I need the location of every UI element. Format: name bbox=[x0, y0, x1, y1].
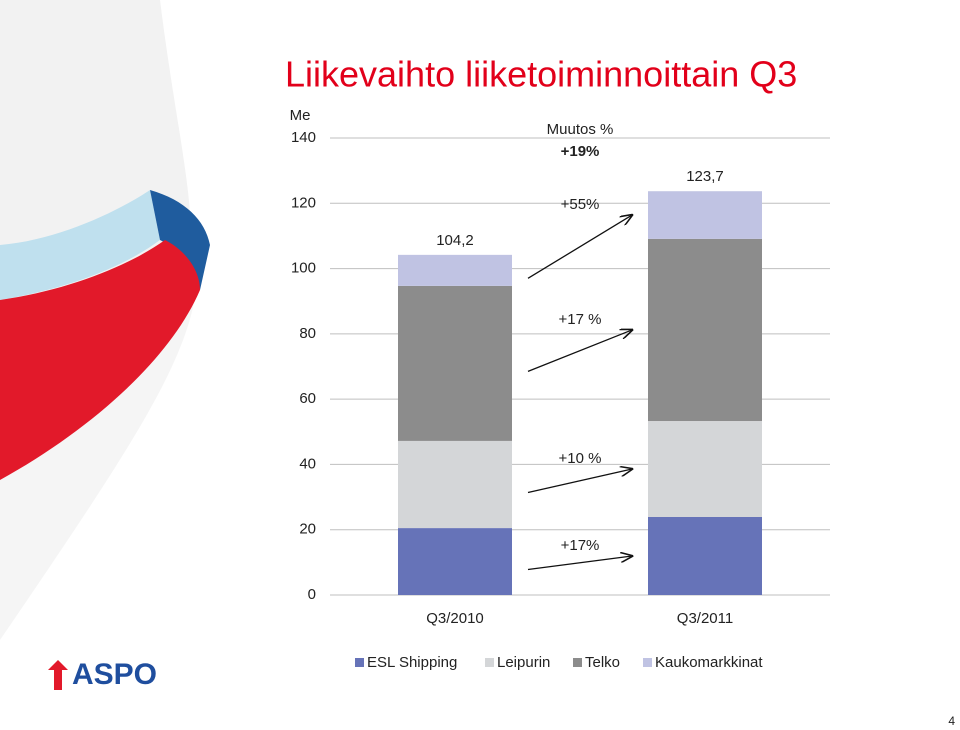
change-arrow bbox=[527, 330, 632, 373]
y-tick-label: 40 bbox=[299, 455, 316, 472]
logo: ASPO bbox=[72, 658, 157, 691]
x-tick-label: Q3/2010 bbox=[426, 610, 484, 627]
logo-icon bbox=[48, 660, 68, 690]
y-tick-label: 60 bbox=[299, 390, 316, 407]
decor-blue-dark bbox=[150, 190, 210, 290]
change-arrow bbox=[527, 556, 632, 571]
y-tick-label: 20 bbox=[299, 521, 316, 538]
bar-segment bbox=[648, 191, 762, 239]
total-change: +19% bbox=[561, 143, 600, 160]
bar-segment bbox=[648, 238, 762, 422]
legend-label: Telko bbox=[585, 654, 620, 671]
chart-title: Liikevaihto liiketoiminnoittain Q3 bbox=[285, 54, 797, 95]
change-arrow bbox=[527, 469, 632, 494]
decor-red bbox=[0, 240, 200, 480]
change-label: +55% bbox=[561, 196, 600, 213]
bar-segment bbox=[398, 285, 512, 441]
decor-blue bbox=[0, 190, 160, 300]
legend-label: Leipurin bbox=[497, 654, 550, 671]
bar-segment bbox=[398, 440, 512, 529]
legend-label: Kaukomarkkinat bbox=[655, 654, 763, 671]
y-axis-label: Me bbox=[290, 107, 311, 124]
y-tick-label: 0 bbox=[308, 586, 316, 603]
y-tick-label: 80 bbox=[299, 325, 316, 342]
bar-segment bbox=[648, 516, 762, 595]
y-tick-label: 100 bbox=[291, 260, 316, 277]
bar-segment bbox=[398, 254, 512, 286]
x-tick-label: Q3/2011 bbox=[677, 610, 733, 627]
legend-swatch bbox=[485, 658, 494, 667]
legend-swatch bbox=[355, 658, 364, 667]
change-label: +10 % bbox=[559, 450, 602, 467]
legend-label: ESL Shipping bbox=[367, 654, 457, 671]
y-tick-label: 120 bbox=[291, 194, 316, 211]
change-arrow bbox=[527, 215, 632, 279]
bar-segment bbox=[398, 528, 512, 595]
bar-segment bbox=[648, 421, 762, 517]
legend-swatch bbox=[573, 658, 582, 667]
legend-swatch bbox=[643, 658, 652, 667]
change-label: +17% bbox=[561, 537, 600, 554]
total-label: 123,7 bbox=[686, 168, 724, 185]
y-tick-label: 140 bbox=[291, 129, 316, 146]
page-number: 4 bbox=[948, 714, 955, 728]
total-label: 104,2 bbox=[436, 232, 474, 249]
change-label: +17 % bbox=[559, 311, 602, 328]
change-title: Muutos % bbox=[547, 121, 614, 138]
